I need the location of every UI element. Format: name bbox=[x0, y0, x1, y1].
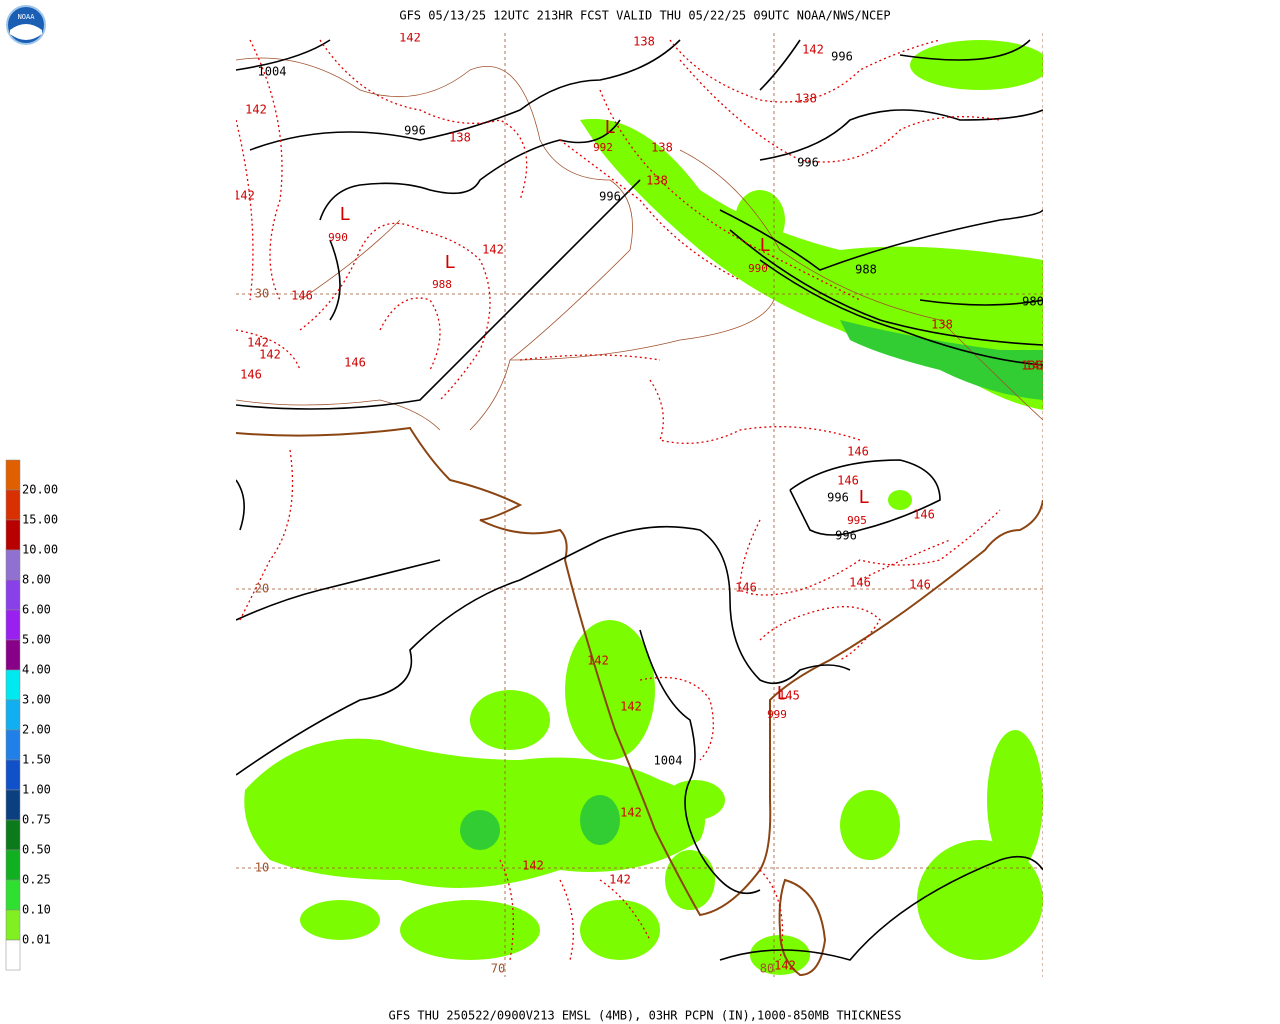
legend-label: 0.75 bbox=[22, 813, 51, 827]
low-symbol: L bbox=[777, 683, 788, 704]
low-symbol: L bbox=[859, 487, 870, 508]
legend-swatch bbox=[5, 459, 21, 491]
isobar-label: 996 bbox=[835, 529, 857, 543]
legend-swatch bbox=[5, 609, 21, 641]
legend-label: 4.00 bbox=[22, 663, 51, 677]
legend-label: 6.00 bbox=[22, 603, 51, 617]
thickness-label: 142 bbox=[245, 103, 267, 117]
isobar-label: 996 bbox=[827, 491, 849, 505]
legend-swatch bbox=[5, 789, 21, 821]
isobar-label: 980 bbox=[1022, 295, 1044, 309]
thickness-label: 142 bbox=[399, 31, 421, 45]
isobar-label: 996 bbox=[797, 156, 819, 170]
thickness-label: 145 bbox=[778, 689, 800, 703]
thickness-label: 138 bbox=[651, 141, 673, 155]
legend-swatch bbox=[5, 489, 21, 521]
logo-text: NOAA bbox=[18, 13, 36, 21]
lon-label: 70 bbox=[491, 962, 505, 976]
thickness-label: 138 bbox=[1021, 359, 1043, 373]
thickness-label: 146 bbox=[913, 508, 935, 522]
thickness-label: 146 bbox=[344, 356, 366, 370]
thickness-label: 146 bbox=[240, 368, 262, 382]
thickness-label: 138 bbox=[646, 174, 668, 188]
lat-label: 20 bbox=[255, 582, 269, 596]
legend-label: 2.00 bbox=[22, 723, 51, 737]
low-pressure: 988 bbox=[432, 278, 452, 291]
thickness-label: 146 bbox=[909, 578, 931, 592]
legend-label: 10.00 bbox=[22, 543, 58, 557]
map-footer: GFS THU 250522/0900V213 EMSL (4MB), 03HR… bbox=[389, 1009, 902, 1023]
lat-label: 10 bbox=[255, 861, 269, 875]
legend-label: 8.00 bbox=[22, 573, 51, 587]
thickness-label: 142 bbox=[620, 700, 642, 714]
thickness-label: 142 bbox=[1025, 359, 1047, 373]
low-symbol: L bbox=[760, 235, 771, 256]
thickness-label: 146 bbox=[291, 289, 313, 303]
precipitation bbox=[244, 40, 1043, 975]
low-pressure: 990 bbox=[328, 231, 348, 244]
legend-label: 0.01 bbox=[22, 933, 51, 947]
lon-label: 80 bbox=[760, 962, 774, 976]
thickness-label: 138 bbox=[795, 92, 817, 106]
legend-swatch bbox=[5, 639, 21, 671]
thickness-label: 138 bbox=[633, 35, 655, 49]
isobar-label: 996 bbox=[599, 190, 621, 204]
thickness-label: 142 bbox=[609, 873, 631, 887]
thickness-label: 142 bbox=[522, 859, 544, 873]
low-symbol: L bbox=[605, 117, 616, 138]
legend-label: 1.50 bbox=[22, 753, 51, 767]
isobar-label: 996 bbox=[831, 50, 853, 64]
thickness-label: 142 bbox=[259, 348, 281, 362]
legend-swatch bbox=[5, 579, 21, 611]
thickness-label: 138 bbox=[931, 318, 953, 332]
low-pressure: 990 bbox=[748, 262, 768, 275]
legend-swatch bbox=[5, 729, 21, 761]
thickness-label: 142 bbox=[620, 806, 642, 820]
thickness-label: 138 bbox=[449, 131, 471, 145]
thickness-label: 146 bbox=[847, 445, 869, 459]
low-pressure: 992 bbox=[593, 141, 613, 154]
legend-swatch bbox=[5, 759, 21, 791]
lat-label: 30 bbox=[255, 287, 269, 301]
thickness-label: 146 bbox=[849, 576, 871, 590]
thickness-label: 146 bbox=[735, 581, 757, 595]
legend-label: 0.10 bbox=[22, 903, 51, 917]
legend-label: 20.00 bbox=[22, 483, 58, 497]
legend-swatch bbox=[5, 879, 21, 911]
map-area: 30 20 10 70 80 1004 996 996 996 996 988 980 996 996 10… bbox=[233, 31, 1047, 977]
thickness-label: 142 bbox=[587, 654, 609, 668]
isobar-label: 1004 bbox=[654, 754, 683, 768]
legend-swatch bbox=[5, 549, 21, 581]
low-pressure: 995 bbox=[847, 514, 867, 527]
legend-swatch bbox=[5, 849, 21, 881]
thickness-label: 142 bbox=[482, 243, 504, 257]
legend-label: 1.00 bbox=[22, 783, 51, 797]
thickness-label: 142 bbox=[247, 336, 269, 350]
legend-swatch bbox=[5, 819, 21, 851]
legend-swatch bbox=[5, 939, 21, 971]
isobar-label: 988 bbox=[855, 263, 877, 277]
legend-swatch bbox=[5, 519, 21, 551]
legend-swatch bbox=[5, 909, 21, 941]
isobar-label: 996 bbox=[404, 124, 426, 138]
thickness-label: 146 bbox=[837, 474, 859, 488]
legend-label: 0.25 bbox=[22, 873, 51, 887]
low-symbol: L bbox=[445, 252, 456, 273]
legend-label: 0.50 bbox=[22, 843, 51, 857]
low-symbol: L bbox=[340, 204, 351, 225]
low-pressure: 999 bbox=[767, 708, 787, 721]
thickness-label: 142 bbox=[774, 959, 796, 973]
legend-label: 15.00 bbox=[22, 513, 58, 527]
map-title: GFS 05/13/25 12UTC 213HR FCST VALID THU … bbox=[399, 9, 890, 23]
legend-label: 5.00 bbox=[22, 633, 51, 647]
legend-label: 3.00 bbox=[22, 693, 51, 707]
legend-swatch bbox=[5, 669, 21, 701]
thickness-label: 142 bbox=[233, 189, 255, 203]
legend-swatch bbox=[5, 699, 21, 731]
precip-legend: 20.00 15.00 10.00 8.00 6.00 5.00 4.00 3.00 2.00 1… bbox=[5, 459, 58, 971]
isobar-label: 1004 bbox=[258, 65, 287, 79]
thickness-label: 142 bbox=[802, 43, 824, 57]
noaa-logo: NOAA bbox=[6, 5, 46, 45]
